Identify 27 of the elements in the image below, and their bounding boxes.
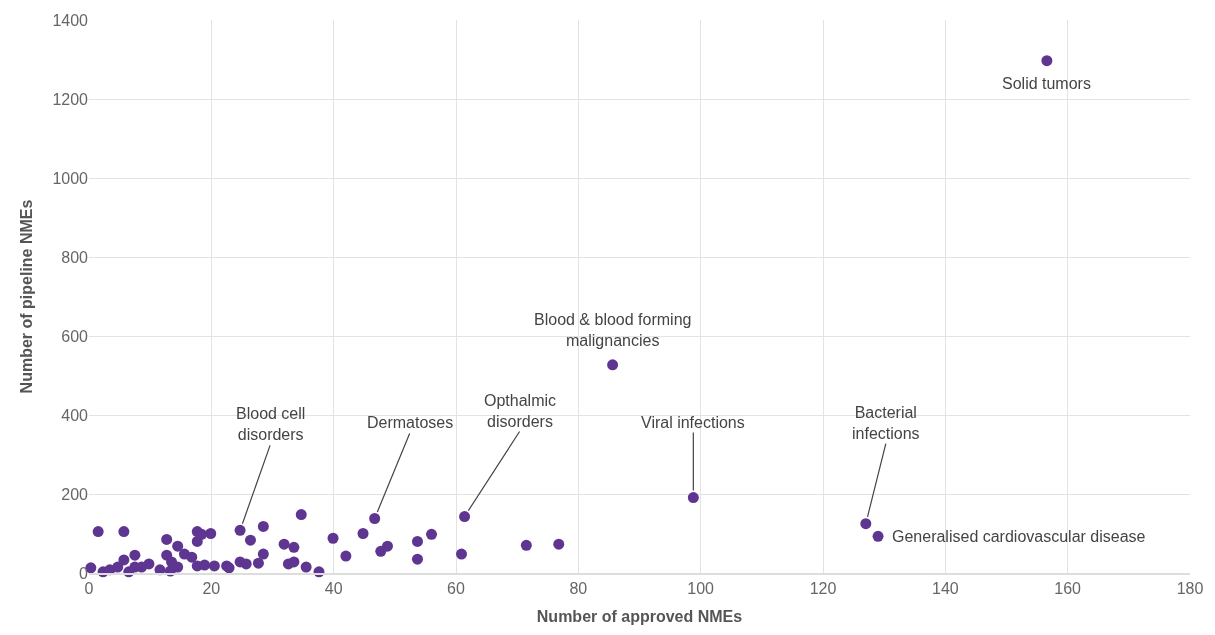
x-axis-title: Number of approved NMEs (536, 608, 743, 626)
x-tick-label: 20 (202, 580, 221, 598)
annotation: Viral infections (641, 414, 745, 431)
annotation: Blood cell disorders (236, 405, 306, 443)
x-tick-label: 140 (931, 580, 959, 598)
annotation: Bacterial infections (852, 404, 920, 442)
y-tick-label: 1200 (52, 90, 89, 108)
x-tick-label: 120 (809, 580, 837, 598)
x-tick-label: 180 (1176, 580, 1204, 598)
y-tick-label: 1000 (52, 169, 89, 187)
annotation: Solid tumors (1002, 75, 1091, 92)
y-tick-label: 1400 (52, 11, 89, 29)
x-tick-label: 60 (447, 580, 465, 598)
x-tick-label: 80 (569, 580, 588, 598)
x-tick-label: 40 (324, 580, 343, 598)
annotation: Blood & blood forming malignancies (534, 311, 692, 349)
x-tick-label: 160 (1054, 580, 1082, 598)
y-tick-label: 400 (61, 406, 89, 424)
annotation: Dermatoses (367, 414, 454, 431)
annotation: Opthalmic disorders (484, 392, 557, 430)
x-tick-label: 100 (687, 580, 715, 598)
y-tick-label: 200 (61, 485, 89, 503)
y-tick-label: 800 (61, 248, 89, 266)
y-tick-label: 0 (79, 564, 89, 582)
y-axis-title: Number of pipeline NMEs (18, 199, 36, 394)
y-tick-label: 600 (61, 327, 89, 345)
annotation: Generalised cardiovascular disease (892, 528, 1146, 545)
